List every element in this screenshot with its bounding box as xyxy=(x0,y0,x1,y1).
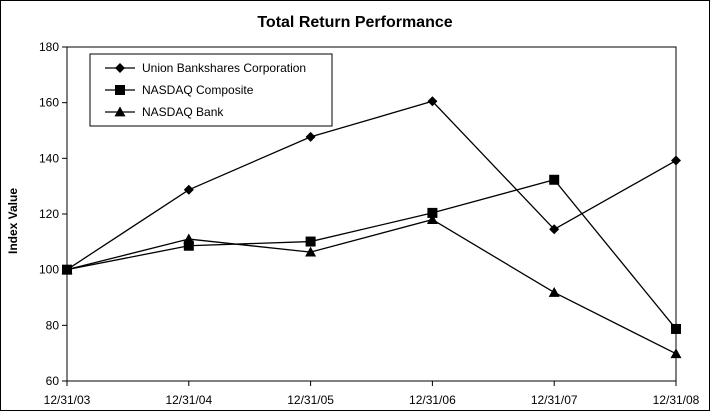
y-tick-label: 100 xyxy=(39,263,59,277)
x-tick-label: 12/31/03 xyxy=(44,393,91,407)
y-tick-label: 120 xyxy=(39,207,59,221)
y-tick-label: 180 xyxy=(39,40,59,54)
series-line-square xyxy=(66,179,677,330)
data-point-triangle xyxy=(548,286,560,297)
legend-entry-label: NASDAQ Composite xyxy=(142,83,254,97)
legend-marker-diamond xyxy=(115,63,125,73)
data-point-triangle xyxy=(305,246,317,257)
y-tick-label: 160 xyxy=(39,96,59,110)
data-point-square xyxy=(427,207,438,218)
legend-entry-label: Union Bankshares Corporation xyxy=(142,61,306,75)
data-point-diamond xyxy=(427,96,438,107)
data-point-diamond xyxy=(305,131,316,142)
data-point-diamond xyxy=(549,224,560,235)
data-point-square xyxy=(305,236,316,247)
data-point-diamond xyxy=(183,184,194,195)
y-axis-label: Index Value xyxy=(6,188,20,254)
series-line-diamond xyxy=(66,100,677,271)
y-tick-label: 140 xyxy=(39,151,59,165)
data-point-square xyxy=(183,240,194,251)
data-point-triangle xyxy=(61,264,73,275)
x-tick-label: 12/31/05 xyxy=(287,393,334,407)
x-tick-label: 12/31/07 xyxy=(531,393,578,407)
legend-marker-triangle xyxy=(114,106,126,117)
x-tick-label: 12/31/06 xyxy=(409,393,456,407)
data-point-triangle xyxy=(670,348,682,359)
data-point-square xyxy=(549,174,560,185)
x-tick-label: 12/31/04 xyxy=(165,393,212,407)
legend-entry-label: NASDAQ Bank xyxy=(142,105,224,119)
data-point-triangle xyxy=(183,233,195,244)
series-line-triangle xyxy=(66,218,677,355)
x-tick-label: 12/31/08 xyxy=(653,393,700,407)
data-point-diamond xyxy=(671,155,681,166)
legend-marker-square xyxy=(115,85,125,95)
data-point-triangle xyxy=(426,214,438,224)
y-tick-label: 80 xyxy=(46,318,60,332)
plot-area: 60 80 100 120 140 160 180 12/31/03 12/31/04 12/31… xyxy=(39,40,700,407)
y-tick-label: 60 xyxy=(46,374,60,388)
chart-title: Total Return Performance xyxy=(257,14,452,31)
data-point-square xyxy=(671,323,681,334)
